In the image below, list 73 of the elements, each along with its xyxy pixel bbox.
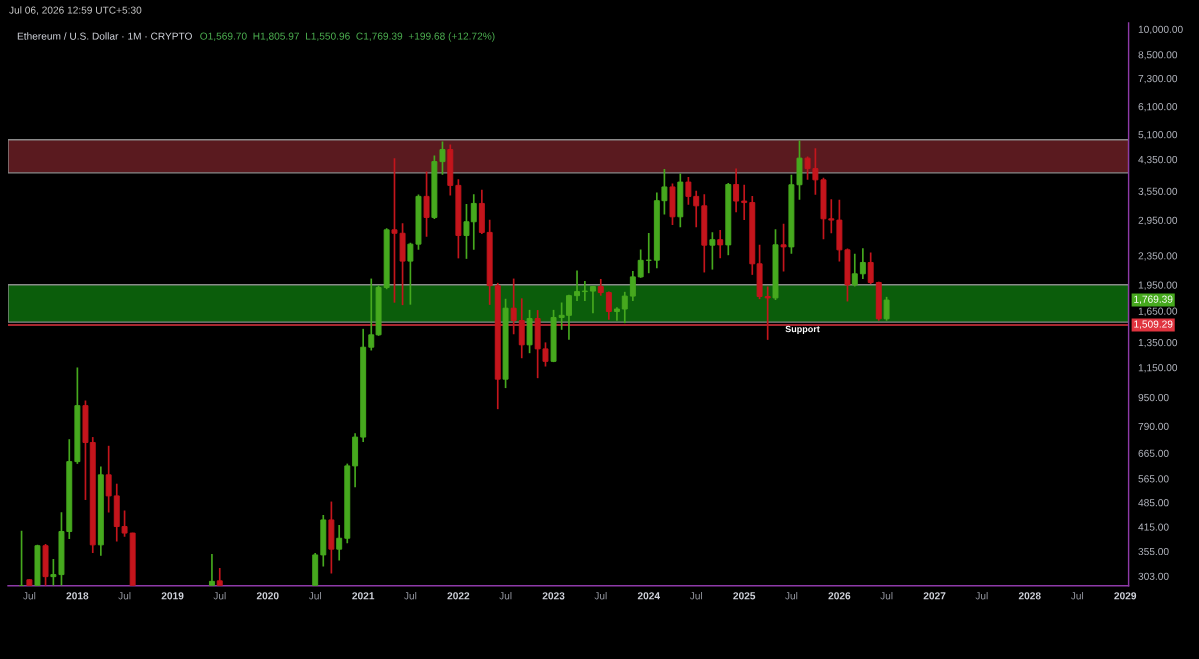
candlestick: [589, 285, 596, 315]
y-tick-label: 6,100.00: [1138, 103, 1178, 112]
x-tick-label: Jul: [23, 591, 36, 600]
candlestick: [629, 270, 636, 302]
x-tick-label: Jul: [118, 591, 131, 600]
candlestick: [859, 247, 866, 280]
x-tick-label: Jul: [1070, 591, 1084, 600]
candlestick: [764, 285, 771, 341]
y-tick-label: 950.00: [1138, 393, 1169, 402]
y-tick-label: 10,000.00: [1138, 25, 1183, 35]
ref-line-label: 1,509.29: [1134, 320, 1173, 329]
candlestick: [581, 280, 588, 302]
x-tick-label: Jul: [499, 591, 512, 600]
candlestick: [780, 222, 787, 273]
x-tick-label: Jul: [880, 591, 893, 600]
x-tick-label: 2028: [1018, 592, 1041, 600]
y-tick-label: 565.00: [1138, 475, 1169, 483]
candlestick: [851, 252, 858, 288]
text: Ethereum / U.S. Dollar · 1M · CRYPTO: [17, 32, 192, 40]
x-tick-label: 2018: [66, 592, 89, 600]
y-tick-label: 2,350.00: [1138, 252, 1178, 261]
text: O1,569.70 H1,805.97 L1,550.96 C1,769.39 +199.68 (+12.72%): [200, 32, 495, 42]
x-tick-label: Jul: [689, 591, 703, 600]
x-tick-label: 2027: [923, 592, 946, 600]
y-tick-label: 1,150.00: [1138, 364, 1178, 373]
x-tick-label: 2029: [1114, 592, 1137, 600]
x-tick-label: 2022: [447, 592, 470, 600]
candlestick: [510, 277, 517, 336]
y-tick-label: 1,950.00: [1138, 281, 1178, 290]
x-tick-label: 2021: [352, 592, 375, 600]
y-tick-label: 3,550.00: [1138, 187, 1178, 197]
candlestick: [883, 296, 890, 322]
x-tick-label: Jul: [785, 591, 798, 600]
x-tick-label: 2024: [637, 592, 660, 600]
candlestick: [423, 170, 430, 238]
x-tick-label: 2020: [256, 592, 279, 600]
text: Jul 06, 2026 12:59 UTC+5:30: [9, 6, 142, 15]
candlestick: [645, 232, 652, 275]
y-tick-label: 1,650.00: [1138, 307, 1178, 316]
band-label: Support: [785, 325, 820, 334]
candlestick: [336, 524, 343, 562]
x-tick-label: Jul: [213, 591, 226, 600]
candlestick: [621, 291, 628, 324]
y-tick-label: 415.00: [1138, 523, 1169, 531]
y-tick-label: 485.00: [1138, 499, 1169, 507]
candlestick: [741, 183, 748, 221]
text: 1,769.39: [1134, 295, 1173, 304]
candlestick: [867, 251, 874, 285]
y-tick-label: 4,350.00: [1138, 155, 1178, 165]
y-tick-label: 665.00: [1138, 449, 1169, 457]
y-tick-label: 7,300.00: [1138, 74, 1178, 84]
x-tick-label: Jul: [404, 591, 417, 600]
y-tick-label: 1,350.00: [1138, 338, 1178, 348]
candlestick: [733, 167, 740, 214]
y-tick-label: 303.00: [1138, 572, 1169, 580]
candlestick: [637, 248, 644, 279]
candlestick: [105, 444, 112, 514]
candlestick: [574, 269, 580, 302]
candlestick: [605, 290, 612, 321]
y-tick-label: 5,100.00: [1138, 131, 1178, 140]
x-tick-label: 2026: [828, 592, 851, 600]
candlestick: [717, 229, 724, 260]
y-tick-label: 8,500.00: [1138, 51, 1178, 60]
x-tick-label: 2023: [542, 592, 565, 600]
y-tick-label: 2,950.00: [1138, 216, 1178, 226]
x-tick-label: 2019: [161, 592, 184, 600]
x-tick-label: 2025: [733, 592, 756, 600]
x-tick-label: Jul: [308, 591, 322, 600]
y-tick-label: 355.00: [1138, 547, 1169, 556]
x-tick-label: Jul: [594, 591, 607, 600]
y-tick-label: 790.00: [1138, 422, 1169, 430]
x-tick-label: Jul: [975, 591, 988, 600]
candlestick: [709, 231, 716, 271]
